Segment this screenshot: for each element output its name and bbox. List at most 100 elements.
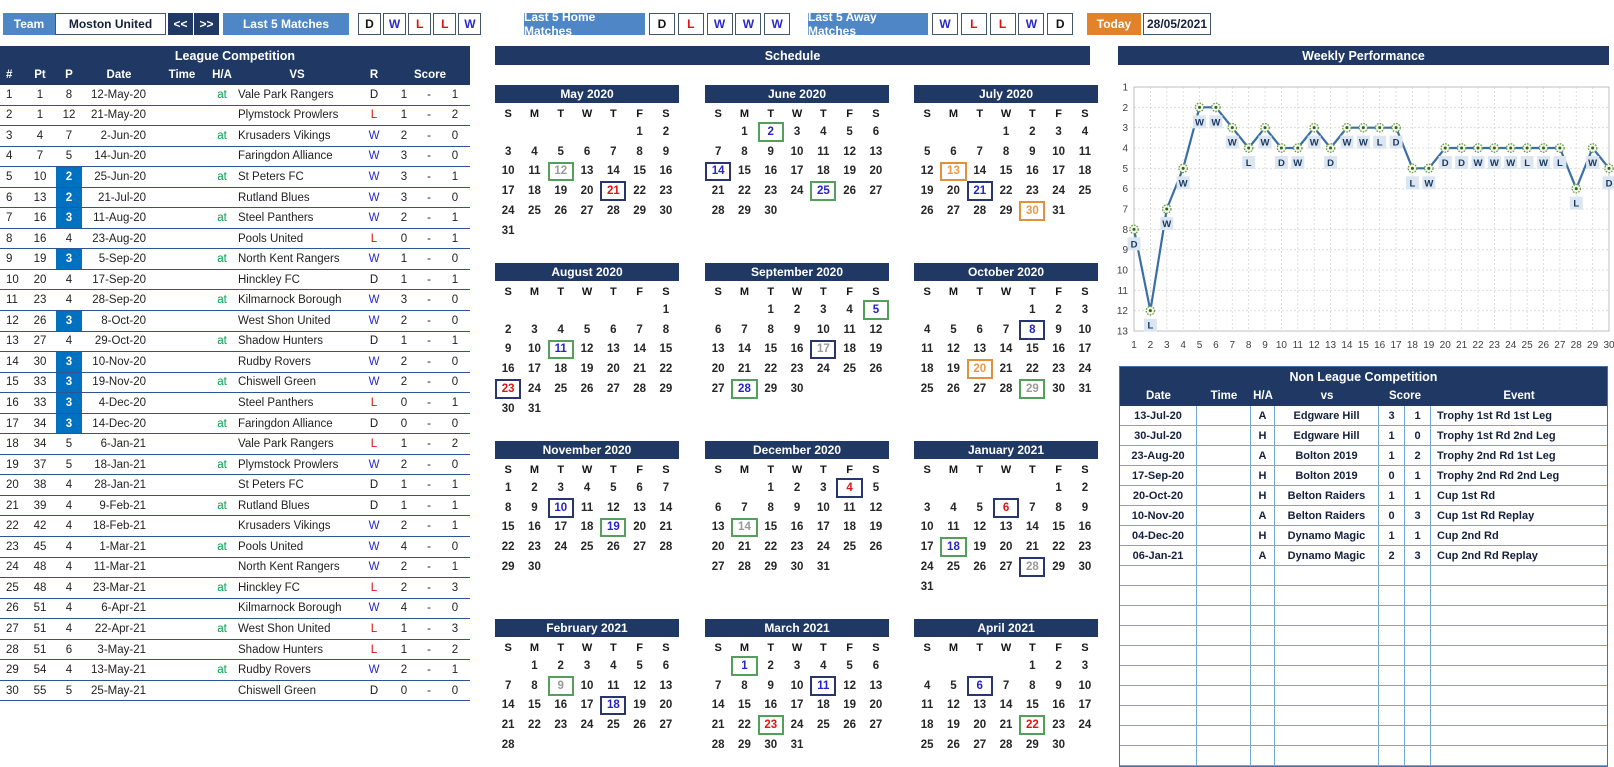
day-cell: 17	[1078, 699, 1092, 712]
score-away	[1405, 566, 1431, 586]
event-name: Cup 1st Rd Replay	[1431, 506, 1607, 526]
opponent-name: Rudby Rovers	[238, 355, 311, 368]
day-cell: 16	[1052, 699, 1066, 712]
home-match-day: 18	[600, 695, 627, 716]
svg-text:22: 22	[1472, 340, 1484, 351]
day-cell: 22	[659, 363, 673, 376]
score-home: 2	[1379, 546, 1405, 566]
match-number: 20	[6, 479, 19, 492]
match-date: 28-Jan-21	[94, 479, 146, 492]
result-letter: W	[358, 516, 390, 536]
event-date: 23-Aug-20	[1120, 446, 1197, 466]
day-cell: 14	[738, 343, 751, 356]
match-date: 22-Apr-21	[94, 622, 146, 635]
day-cell: 18	[920, 719, 934, 732]
non-league-empty-row	[1120, 746, 1607, 766]
svg-text:4: 4	[1180, 340, 1186, 351]
empty-day-cell	[626, 300, 652, 320]
prev-team-button[interactable]: <<	[168, 13, 193, 35]
day-of-week-label: W	[1000, 285, 1012, 298]
svg-text:7: 7	[1122, 205, 1128, 216]
match-date: 19-Nov-20	[92, 376, 146, 389]
result-letter: W	[939, 17, 951, 31]
event-time	[1197, 706, 1251, 726]
event-date	[1120, 586, 1197, 606]
day-of-week-label: S	[1081, 107, 1089, 120]
score-away: 0	[451, 602, 459, 615]
match-number: 30	[6, 684, 19, 697]
today-button[interactable]: Today	[1087, 13, 1141, 35]
home-away-flag	[208, 311, 236, 331]
score-away: 2	[1405, 446, 1431, 466]
league-col-header: Date	[106, 69, 132, 81]
day-cell: 10	[1078, 679, 1092, 692]
empty-day-cell	[940, 300, 966, 320]
day-cell: 26	[580, 383, 594, 396]
day-of-week-label: S	[923, 285, 931, 298]
day-cell: 19	[869, 343, 883, 356]
empty-day-cell	[940, 122, 966, 142]
svg-text:30: 30	[1603, 340, 1614, 351]
score-separator: -	[427, 314, 431, 327]
day-cell: 15	[1052, 521, 1066, 534]
result-letter: W	[358, 373, 390, 393]
match-time	[156, 85, 208, 105]
score-away	[1405, 646, 1431, 666]
day-cell: 21	[738, 541, 751, 554]
home-away-flag: at	[217, 170, 227, 183]
match-time	[156, 332, 208, 352]
day-cell: 11	[817, 145, 830, 158]
points-cumulative: 51	[33, 643, 47, 656]
score-home: 3	[400, 191, 408, 204]
day-cell: 12	[920, 165, 934, 178]
day-cell: 24	[1052, 185, 1066, 198]
team-name-selector[interactable]: Moston United	[55, 13, 166, 35]
score-separator: -	[427, 376, 431, 389]
calendar-days: S M T W T F S 1 2 3 4 5 6 7 8 9 10 11 12 13 14 15 16 17 18 19 20 21…	[914, 461, 1098, 597]
away-match-day: 5	[862, 300, 890, 320]
match-number: 10	[6, 273, 19, 286]
day-cell: 24	[790, 185, 804, 198]
last5-matches-label: Last 5 Matches	[223, 13, 349, 35]
empty-day-cell	[521, 122, 547, 142]
last5-away-result-3: L	[989, 13, 1016, 35]
home-away-flag: at	[217, 376, 227, 389]
score-home: 1	[400, 622, 408, 635]
score-home: 1	[400, 88, 408, 101]
svg-text:17: 17	[1391, 340, 1403, 351]
empty-day-cell	[993, 478, 1019, 498]
day-cell: 25	[606, 719, 620, 732]
day-cell: 25	[947, 561, 960, 574]
home-away-flag	[208, 640, 236, 660]
day-cell: 2	[1055, 659, 1062, 672]
day-cell: 29	[738, 739, 751, 752]
empty-day-cell	[574, 122, 600, 142]
event-time	[1197, 486, 1251, 506]
score-away: 1	[451, 664, 459, 677]
day-cell: 9	[793, 501, 801, 514]
day-cell: 11	[843, 501, 856, 514]
day-cell: 3	[793, 125, 801, 138]
event-time	[1197, 546, 1251, 566]
day-of-week-label: S	[714, 641, 722, 654]
result-letter: L	[358, 106, 390, 126]
score-home: 1	[400, 253, 408, 266]
event-name: Trophy 1st Rd 2nd Leg	[1431, 426, 1607, 446]
non-league-col-header: Event	[1431, 386, 1607, 406]
day-cell: 14	[973, 165, 987, 178]
home-away-flag	[208, 106, 236, 126]
calendar-january-2021: January 2021 S M T W T F S 1 2 3 4 5 6 7 8 9 10 11 12 13 14 15…	[914, 441, 1098, 597]
chart-point-2: L	[1143, 305, 1157, 332]
day-cell: 25	[843, 541, 857, 554]
home-away-flag: at	[217, 253, 227, 266]
calendar-month-header: July 2020	[914, 85, 1098, 103]
points-cumulative: 20	[33, 273, 47, 286]
league-position: 4	[65, 232, 73, 245]
next-team-button[interactable]: >>	[194, 13, 219, 35]
day-cell: 6	[714, 501, 722, 514]
event-time	[1197, 686, 1251, 706]
empty-day-cell	[967, 656, 993, 676]
day-cell: 30	[1052, 383, 1066, 396]
